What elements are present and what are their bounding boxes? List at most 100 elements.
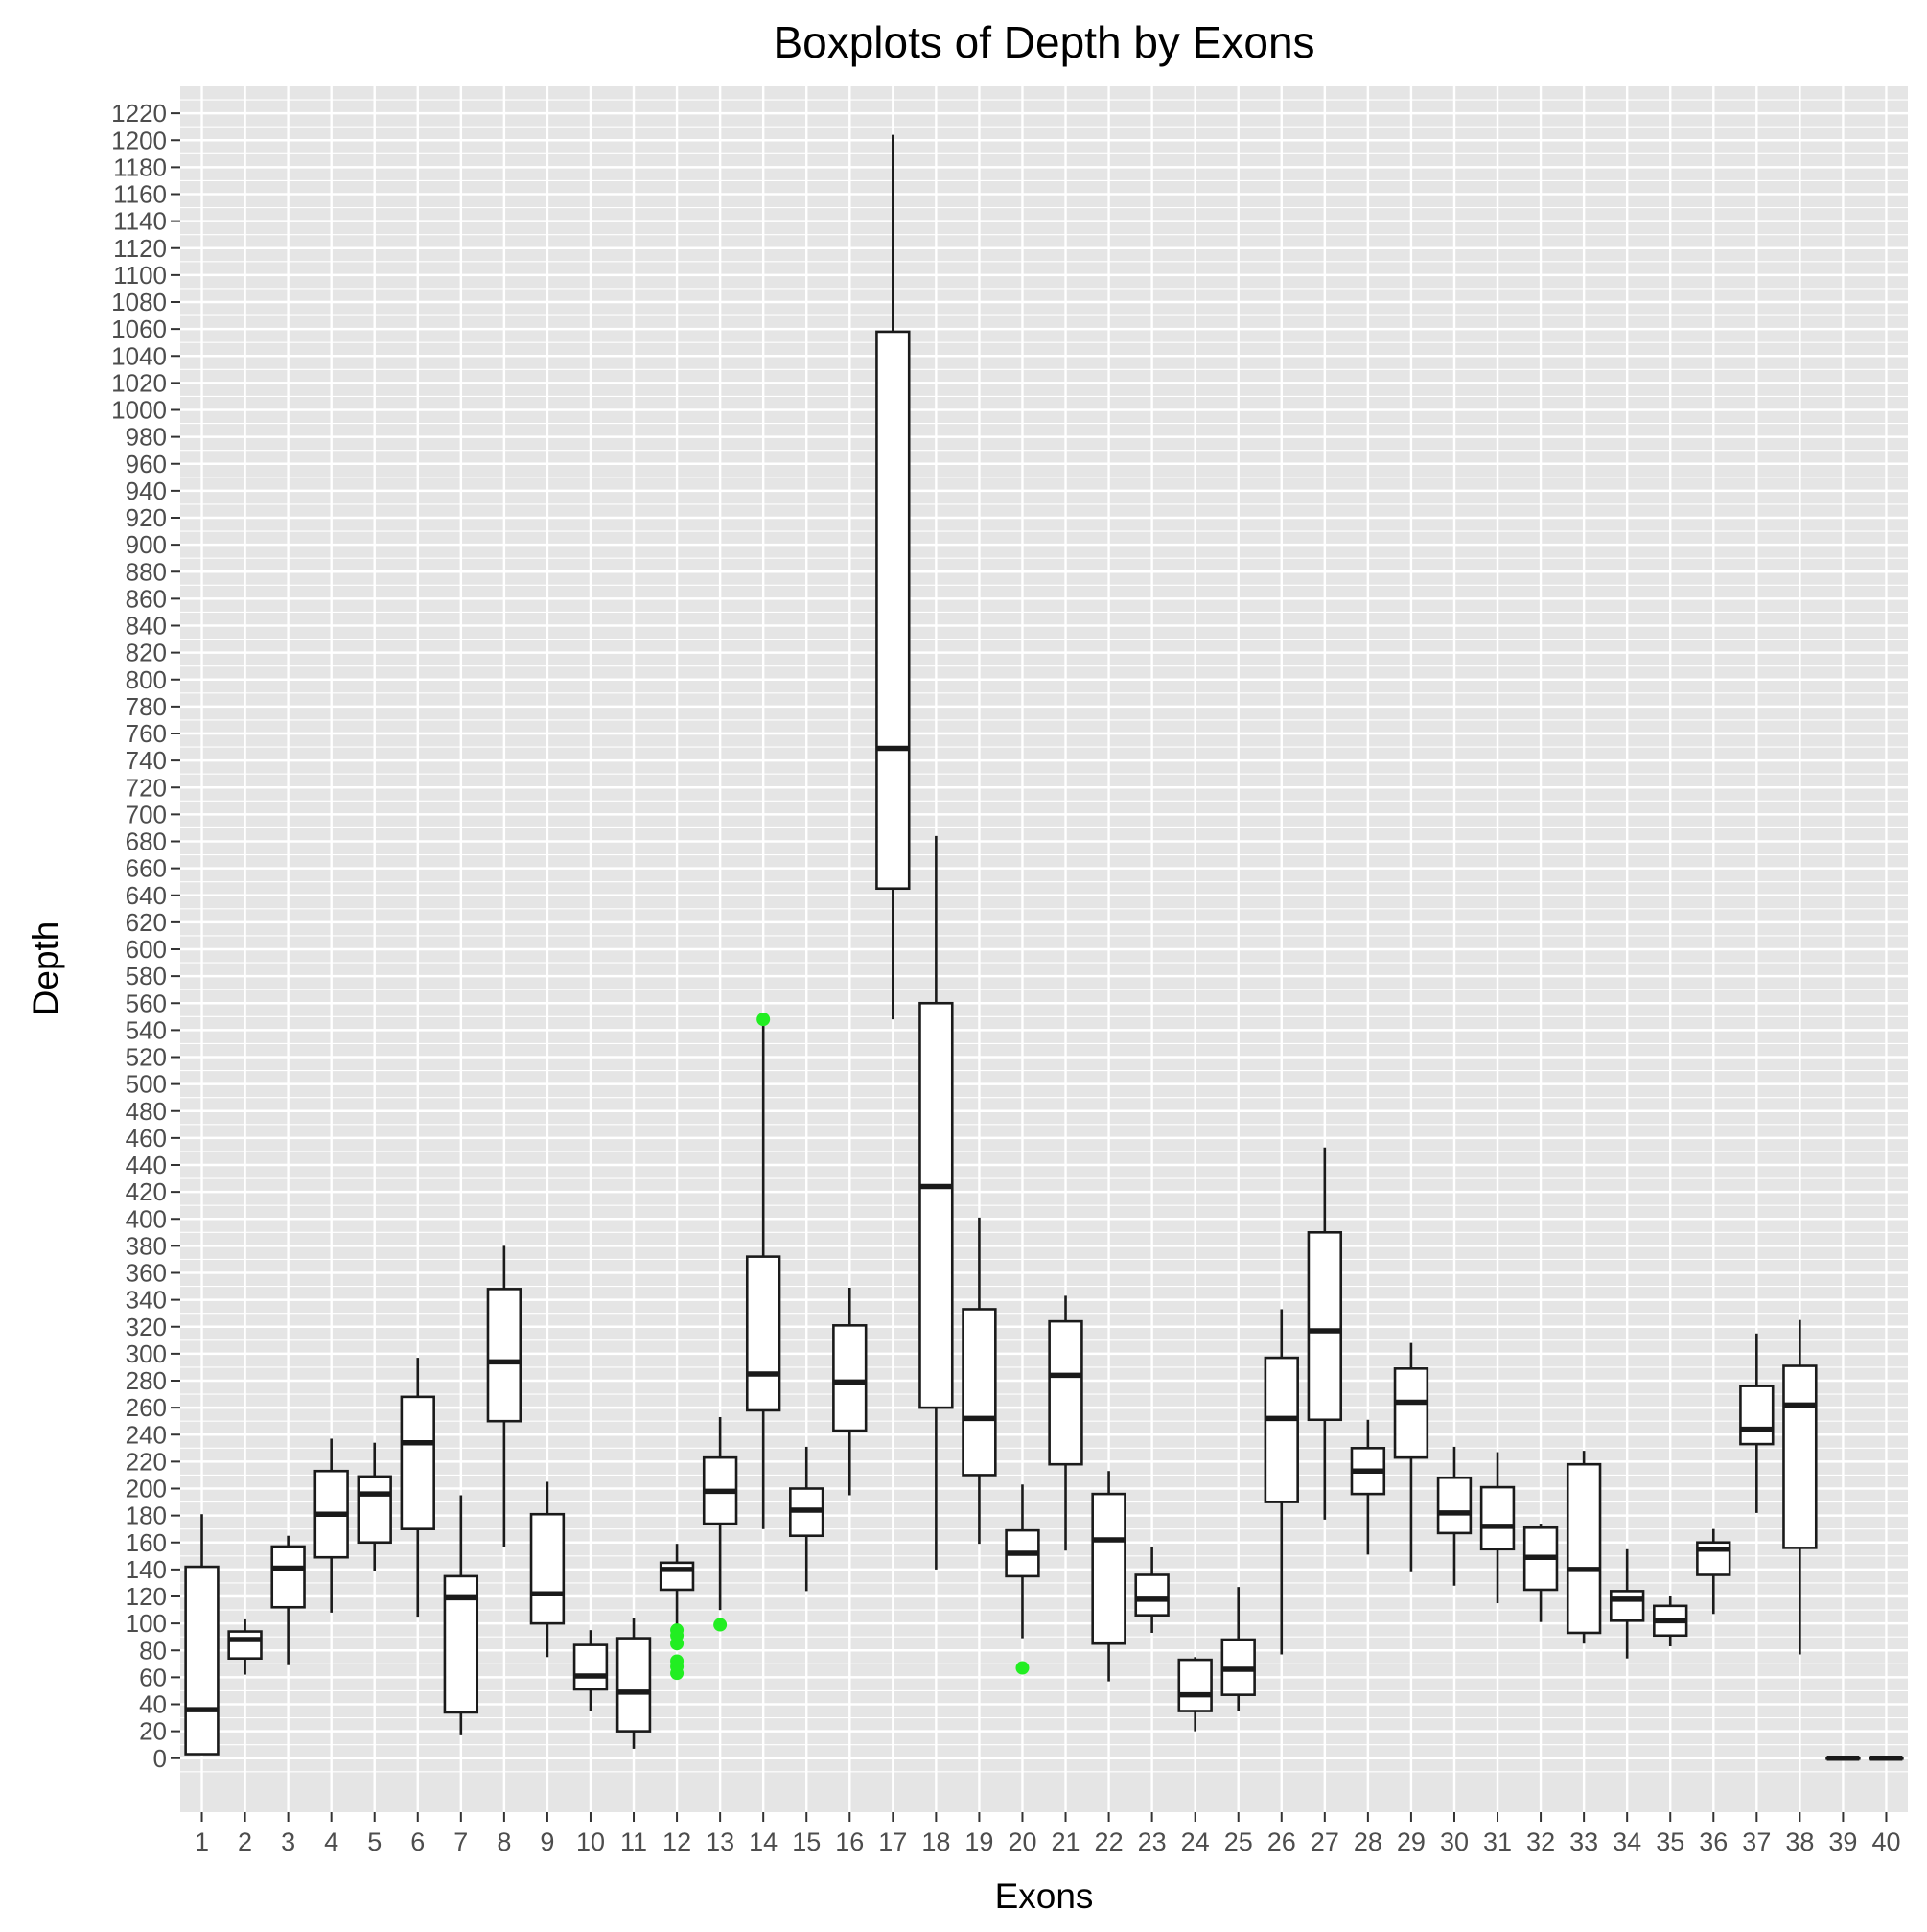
x-tick-label: 8 bbox=[497, 1827, 511, 1856]
y-tick-label: 400 bbox=[126, 1204, 167, 1233]
y-tick-label: 300 bbox=[126, 1339, 167, 1368]
box-exon-22 bbox=[1091, 1471, 1126, 1682]
iqr-box bbox=[918, 1001, 954, 1409]
box-exon-16 bbox=[832, 1287, 868, 1496]
iqr-box bbox=[1307, 1231, 1343, 1422]
iqr-box bbox=[572, 1643, 609, 1691]
y-tick-label: 120 bbox=[126, 1582, 167, 1611]
box-exon-5 bbox=[357, 1442, 392, 1571]
y-tick-label: 680 bbox=[126, 827, 167, 856]
box-exon-3 bbox=[270, 1535, 306, 1665]
box-exon-2 bbox=[227, 1618, 263, 1675]
x-tick-label: 16 bbox=[835, 1827, 864, 1856]
y-tick-label: 1060 bbox=[111, 314, 167, 343]
iqr-box bbox=[1436, 1476, 1473, 1535]
y-tick-label: 780 bbox=[126, 692, 167, 721]
box-exon-37 bbox=[1739, 1333, 1775, 1513]
box-exon-20 bbox=[1005, 1484, 1040, 1639]
x-tick-label: 1 bbox=[195, 1827, 209, 1856]
x-tick-label: 39 bbox=[1828, 1827, 1857, 1856]
y-tick-label: 140 bbox=[126, 1555, 167, 1584]
iqr-box bbox=[227, 1630, 263, 1660]
y-tick-label: 560 bbox=[126, 989, 167, 1017]
y-tick-label: 840 bbox=[126, 612, 167, 640]
y-tick-label: 700 bbox=[126, 800, 167, 828]
box-exon-14 bbox=[745, 1019, 781, 1529]
outlier-point bbox=[756, 1013, 771, 1027]
box-exon-12 bbox=[659, 1544, 695, 1628]
x-tick-label: 38 bbox=[1785, 1827, 1814, 1856]
y-tick-label: 340 bbox=[126, 1286, 167, 1315]
iqr-box bbox=[1393, 1367, 1429, 1459]
iqr-box bbox=[875, 330, 911, 891]
x-tick-label: 32 bbox=[1526, 1827, 1555, 1856]
y-tick-label: 580 bbox=[126, 962, 167, 990]
x-tick-label: 36 bbox=[1699, 1827, 1728, 1856]
y-tick-label: 820 bbox=[126, 639, 167, 667]
iqr-box bbox=[400, 1395, 435, 1530]
box-exon-28 bbox=[1350, 1419, 1386, 1555]
x-tick-label: 3 bbox=[281, 1827, 295, 1856]
iqr-box bbox=[1177, 1658, 1213, 1712]
x-tick-label: 30 bbox=[1440, 1827, 1469, 1856]
outlier-point bbox=[670, 1623, 685, 1638]
boxes bbox=[184, 134, 1904, 1761]
box-exon-23 bbox=[1134, 1546, 1170, 1633]
iqr-box bbox=[184, 1565, 220, 1756]
iqr-box bbox=[745, 1255, 781, 1412]
x-tick-label: 14 bbox=[749, 1827, 778, 1856]
x-tick-label: 34 bbox=[1613, 1827, 1641, 1856]
y-tick-label: 1200 bbox=[111, 126, 167, 154]
y-tick-label: 1080 bbox=[111, 288, 167, 316]
y-tick-label: 1180 bbox=[113, 152, 167, 181]
box-exon-30 bbox=[1436, 1446, 1473, 1586]
x-axis: 1 2 3 4 5 6 7 8 9 10 11 12 13 14 15 16 17 18 19 20 21 22 23 24 2… bbox=[195, 1812, 1900, 1856]
outlier-point bbox=[713, 1618, 728, 1632]
x-tick-label: 6 bbox=[410, 1827, 425, 1856]
box-exon-36 bbox=[1696, 1528, 1731, 1615]
box-exon-29 bbox=[1393, 1342, 1429, 1572]
y-tick-label: 0 bbox=[153, 1744, 167, 1773]
box-exon-25 bbox=[1220, 1587, 1256, 1711]
iqr-box bbox=[832, 1324, 868, 1432]
iqr-box bbox=[659, 1561, 695, 1592]
y-tick-label: 460 bbox=[126, 1124, 167, 1152]
x-tick-label: 26 bbox=[1267, 1827, 1296, 1856]
y-tick-label: 740 bbox=[126, 746, 167, 775]
y-tick-label: 480 bbox=[126, 1097, 167, 1126]
x-tick-label: 15 bbox=[792, 1827, 821, 1856]
x-tick-label: 29 bbox=[1397, 1827, 1426, 1856]
x-tick-label: 4 bbox=[324, 1827, 338, 1856]
box-exon-38 bbox=[1782, 1319, 1818, 1655]
x-tick-label: 40 bbox=[1871, 1827, 1900, 1856]
y-axis: 0204060801001201401601802002202402602803… bbox=[111, 99, 180, 1773]
y-tick-label: 540 bbox=[126, 1015, 167, 1044]
y-tick-label: 100 bbox=[126, 1609, 167, 1638]
y-tick-label: 920 bbox=[126, 503, 167, 532]
y-tick-label: 360 bbox=[126, 1259, 167, 1288]
y-tick-label: 220 bbox=[126, 1447, 167, 1476]
box-exon-6 bbox=[400, 1358, 435, 1618]
box-exon-34 bbox=[1609, 1548, 1645, 1659]
y-tick-label: 500 bbox=[126, 1070, 167, 1099]
box-exon-32 bbox=[1522, 1524, 1559, 1622]
iqr-box bbox=[1609, 1590, 1645, 1622]
y-tick-label: 1100 bbox=[113, 261, 167, 290]
box-exon-10 bbox=[572, 1630, 609, 1711]
x-tick-label: 25 bbox=[1224, 1827, 1253, 1856]
x-tick-label: 24 bbox=[1181, 1827, 1210, 1856]
x-axis-title: Exons bbox=[995, 1876, 1094, 1916]
y-tick-label: 1000 bbox=[111, 396, 167, 425]
y-tick-label: 180 bbox=[126, 1501, 167, 1530]
box-exon-17 bbox=[875, 134, 911, 1020]
y-tick-label: 1220 bbox=[111, 99, 167, 128]
iqr-box bbox=[1739, 1385, 1775, 1446]
x-tick-label: 33 bbox=[1569, 1827, 1598, 1856]
y-tick-label: 1160 bbox=[113, 180, 167, 209]
x-tick-label: 31 bbox=[1483, 1827, 1512, 1856]
box-exon-24 bbox=[1177, 1657, 1213, 1732]
y-tick-label: 640 bbox=[126, 881, 167, 910]
x-tick-label: 35 bbox=[1656, 1827, 1684, 1856]
